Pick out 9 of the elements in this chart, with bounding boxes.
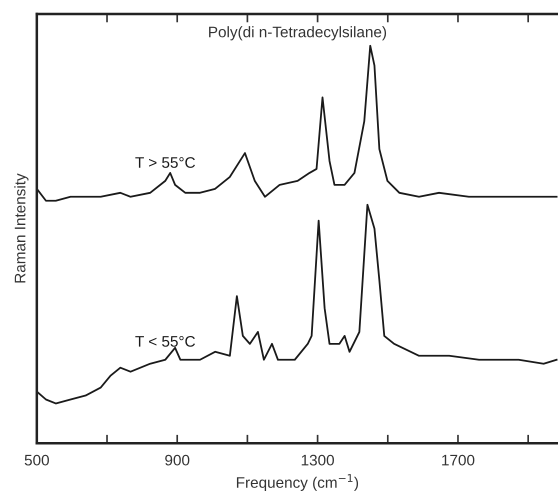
x-axis-title: Frequency (cm$^{−1}$) <box>236 474 358 491</box>
y-axis-title: Raman Intensity <box>14 173 28 283</box>
series-label: T < 55°C <box>135 336 196 347</box>
x-tick-label: 900 <box>165 454 190 466</box>
chart-title: Poly(di n-Tetradecylsilane) <box>209 26 386 40</box>
x-tick-label: 500 <box>24 454 49 466</box>
x-tick-label: 1300 <box>302 454 334 466</box>
series-label: T > 55°C <box>135 157 196 168</box>
x-tick-label: 1700 <box>442 454 474 466</box>
